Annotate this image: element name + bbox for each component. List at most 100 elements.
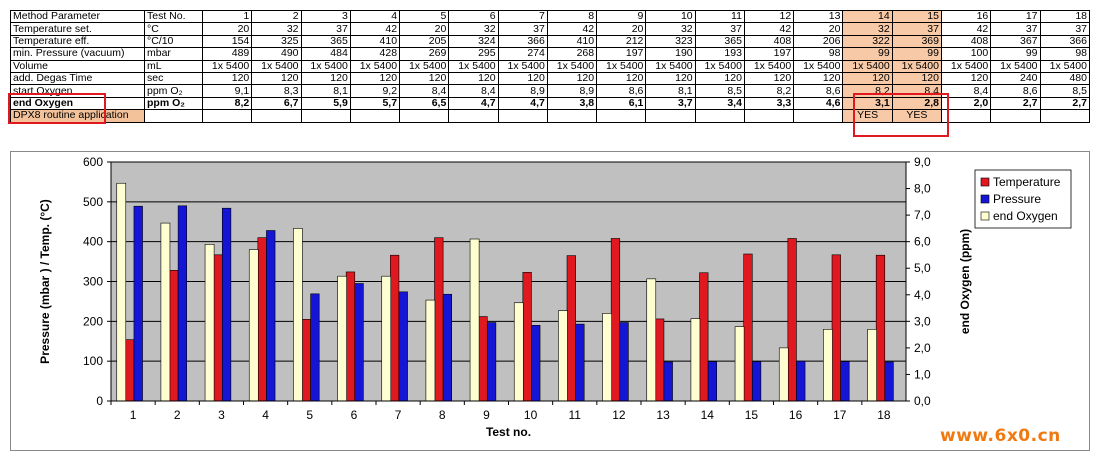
table-cell: 37 xyxy=(891,22,942,36)
bar-pressure xyxy=(486,322,497,402)
bar-pressure xyxy=(707,361,718,402)
header-test-number: 2 xyxy=(251,9,302,24)
table-cell: 366 xyxy=(497,34,548,49)
left-tick-label: 500 xyxy=(83,195,103,209)
table-cell: 1x 5400 xyxy=(201,59,253,73)
bar-end-oxygen xyxy=(602,313,612,402)
x-tick-label: 12 xyxy=(612,408,626,422)
legend-swatch xyxy=(980,211,990,221)
x-tick-label: 15 xyxy=(745,408,759,422)
bar-temperature xyxy=(213,254,223,402)
table-cell: 120 xyxy=(842,71,893,86)
bar-temperature xyxy=(301,319,311,402)
table-cell: 37 xyxy=(497,22,548,36)
table-cell: 484 xyxy=(300,47,351,61)
table-cell: 1x 5400 xyxy=(497,59,548,73)
x-tick-label: 17 xyxy=(833,408,847,422)
bar-temperature xyxy=(478,316,488,402)
table-cell: 8,3 xyxy=(251,84,302,98)
table-cell: 154 xyxy=(201,34,253,49)
table-cell: 1x 5400 xyxy=(251,59,302,73)
table-cell: 2,7 xyxy=(1039,96,1091,111)
table-cell: 37 xyxy=(300,22,351,36)
table-cell: 1x 5400 xyxy=(694,59,745,73)
bar-pressure xyxy=(221,207,232,402)
table-cell: 3,7 xyxy=(645,96,696,111)
table-cell: 32 xyxy=(448,22,499,36)
table-cell: 4,7 xyxy=(448,96,499,111)
header-label: Method Parameter xyxy=(10,9,145,24)
table-cell: 120 xyxy=(596,71,647,86)
right-tick-label: 0,0 xyxy=(914,394,931,408)
bar-pressure xyxy=(840,361,850,402)
right-tick-label: 4,0 xyxy=(914,288,931,302)
table-cell: 2,7 xyxy=(990,96,1041,111)
table-cell: 408 xyxy=(940,34,992,49)
table-cell xyxy=(743,109,795,123)
table-cell: 269 xyxy=(399,47,450,61)
bar-temperature xyxy=(743,253,753,402)
table-cell: 120 xyxy=(300,71,351,86)
bar-temperature xyxy=(655,318,665,402)
right-tick-label: 3,0 xyxy=(914,314,931,328)
table-cell: 410 xyxy=(546,34,598,49)
row-unit xyxy=(144,109,203,123)
table-cell: 1x 5400 xyxy=(743,59,795,73)
table-cell: 1x 5400 xyxy=(891,59,942,73)
table-cell: 428 xyxy=(349,47,401,61)
header-test-number: 17 xyxy=(990,9,1041,24)
table-cell xyxy=(201,109,253,123)
left-tick-label: 200 xyxy=(83,314,103,328)
bar-pressure xyxy=(177,205,188,402)
row-unit: sec xyxy=(144,71,203,86)
table-cell: 1x 5400 xyxy=(448,59,499,73)
bar-end-oxygen xyxy=(337,275,347,402)
table-cell: 42 xyxy=(743,22,795,36)
x-tick-label: 16 xyxy=(789,408,803,422)
table-cell: 240 xyxy=(990,71,1041,86)
table-cell: 3,4 xyxy=(694,96,745,111)
table-cell: 120 xyxy=(891,71,942,86)
bar-pressure xyxy=(575,323,585,402)
right-tick-label: 5,0 xyxy=(914,261,931,275)
bar-temperature xyxy=(831,254,841,402)
table-header-row: Method Parameter Test No. 1 2 3 4 5 6 7 8 9 10 11 12 1… xyxy=(10,9,1091,24)
method-parameter-table: Method Parameter Test No. 1 2 3 4 5 6 7 8 9 10 11 12 1… xyxy=(10,9,1091,123)
table-cell: 323 xyxy=(645,34,696,49)
table-cell: 8,4 xyxy=(448,84,499,98)
table-cell: 1x 5400 xyxy=(842,59,893,73)
table-cell: 37 xyxy=(990,22,1041,36)
table-cell: 1x 5400 xyxy=(546,59,598,73)
header-test-number: 16 xyxy=(940,9,992,24)
right-axis-label: end Oxygen (ppm) xyxy=(958,229,972,334)
table-cell: 410 xyxy=(349,34,401,49)
table-cell: 120 xyxy=(201,71,253,86)
bar-end-oxygen xyxy=(734,326,745,402)
table-cell: 9,1 xyxy=(201,84,253,98)
bar-end-oxygen xyxy=(513,302,524,402)
left-axis-label: Pressure (mbar ) / Temp. (°C) xyxy=(38,199,52,364)
table-row: Temperature eff. °C/10 154 325 365 410 205 324 3… xyxy=(10,34,1091,49)
table-cell: 197 xyxy=(743,47,795,61)
row-unit: ppm O₂ xyxy=(144,84,203,98)
table-cell: 366 xyxy=(1039,34,1091,49)
x-tick-label: 1 xyxy=(130,408,137,422)
table-cell: 120 xyxy=(448,71,499,86)
table-cell: 120 xyxy=(940,71,992,86)
table-cell: 1x 5400 xyxy=(990,59,1041,73)
row-label: Temperature set. xyxy=(10,22,145,36)
table-row: Volume mL 1x 5400 1x 5400 1x 5400 1x 5400 1x 5… xyxy=(10,59,1091,73)
table-cell: 4,7 xyxy=(497,96,548,111)
table-cell: 490 xyxy=(251,47,302,61)
row-unit: °C/10 xyxy=(144,34,203,49)
x-tick-label: 7 xyxy=(395,408,402,422)
table-cell: 5,9 xyxy=(300,96,351,111)
table-cell: 6,5 xyxy=(399,96,450,111)
bar-pressure xyxy=(442,293,453,402)
table-cell: 212 xyxy=(596,34,647,49)
table-cell: 1x 5400 xyxy=(399,59,450,73)
right-tick-label: 8,0 xyxy=(914,182,931,196)
bar-pressure xyxy=(310,293,320,402)
legend-label: Pressure xyxy=(993,192,1041,206)
right-tick-label: 9,0 xyxy=(914,155,931,169)
